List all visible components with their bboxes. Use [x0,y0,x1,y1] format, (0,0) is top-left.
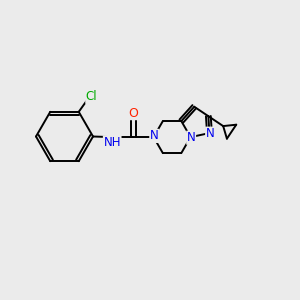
Text: NH: NH [103,136,121,149]
Text: O: O [128,106,138,120]
Text: N: N [150,129,159,142]
Text: N: N [206,127,214,140]
Text: N: N [187,131,196,144]
Text: Cl: Cl [86,90,98,103]
